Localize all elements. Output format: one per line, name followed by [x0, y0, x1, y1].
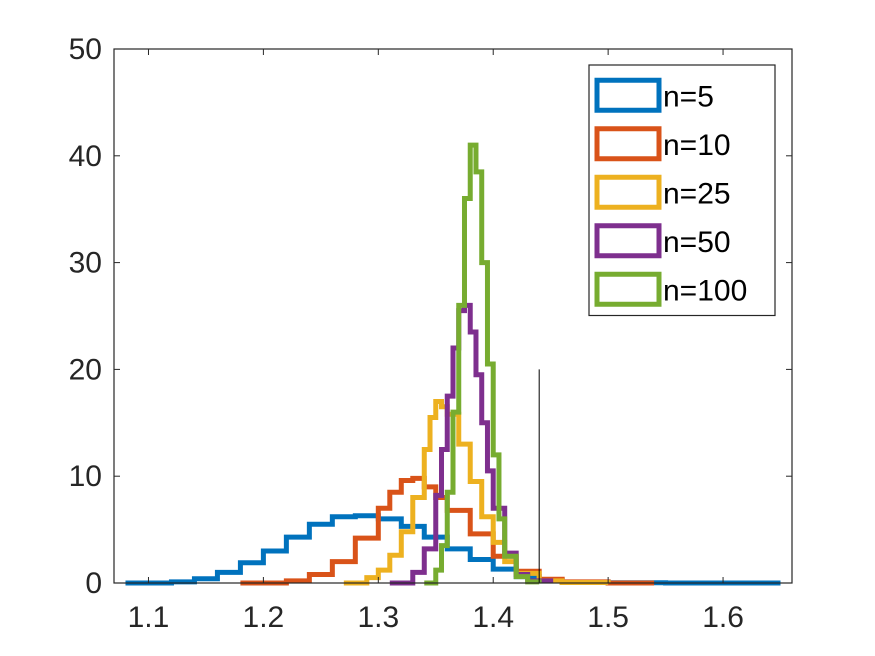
legend-label-n-100: n=100 — [663, 274, 747, 307]
legend-label-n-5: n=5 — [663, 80, 714, 113]
x-tick-label: 1.5 — [587, 601, 629, 634]
y-tick-label: 20 — [69, 353, 102, 386]
y-tick-label: 10 — [69, 460, 102, 493]
ticks-layer: 1.1 1.2 1.3 1.4 1.5 1.6 0 10 20 30 40 50 — [69, 33, 792, 634]
y-tick-label: 30 — [69, 247, 102, 280]
legend-swatch-n-100 — [594, 271, 662, 307]
x-tick-label: 1.3 — [357, 601, 399, 634]
x-tick-label: 1.4 — [472, 601, 514, 634]
y-tick-label: 50 — [69, 33, 102, 66]
y-tick-label: 0 — [85, 567, 102, 600]
legend-label-n-10: n=10 — [663, 129, 731, 162]
legend: n=5 n=10 n=25 n=50 n=100 — [588, 64, 776, 317]
axes-box — [113, 48, 793, 584]
legend-swatch-n-10 — [594, 126, 662, 162]
legend-swatch-n-25 — [594, 174, 662, 210]
y-tick-label: 40 — [69, 140, 102, 173]
legend-label-n-50: n=50 — [663, 226, 731, 259]
legend-swatch-n-50 — [594, 223, 662, 259]
legend-swatch-n-5 — [594, 77, 662, 113]
series-line-n-50 — [389, 302, 554, 586]
x-tick-label: 1.1 — [128, 601, 170, 634]
series-line-n-100 — [424, 142, 542, 586]
x-tick-label: 1.6 — [702, 601, 744, 634]
series-layer — [125, 142, 781, 586]
legend-label-n-25: n=25 — [663, 177, 731, 210]
x-tick-label: 1.2 — [243, 601, 285, 634]
